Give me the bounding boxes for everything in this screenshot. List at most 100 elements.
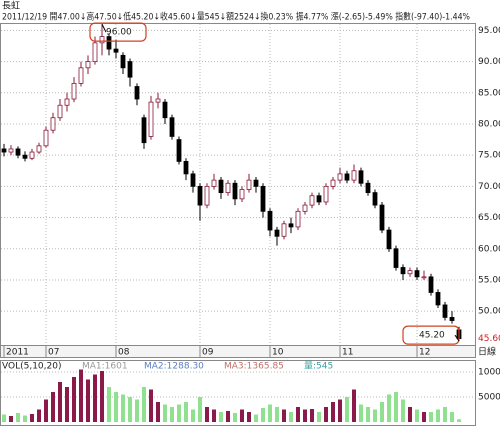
candle-body <box>78 67 84 84</box>
annotation-box <box>89 22 147 42</box>
volume-bar <box>247 412 251 422</box>
candle-body <box>148 101 154 137</box>
volume-bar <box>422 412 426 422</box>
volume-bar <box>58 382 62 422</box>
y-tick-label: 70.00 <box>478 182 500 192</box>
volume-bar <box>30 414 34 422</box>
candle-body <box>281 223 287 237</box>
volume-bar <box>23 415 27 422</box>
candle-body <box>260 185 266 212</box>
date-axis <box>0 345 476 358</box>
volume-bar <box>114 392 118 422</box>
candle-body <box>71 83 77 100</box>
volume-bar <box>219 412 223 422</box>
volume-bar <box>443 407 447 422</box>
candle-body <box>435 292 441 306</box>
candle-body <box>386 229 392 250</box>
candle-body <box>309 195 315 206</box>
volume-bar <box>135 399 139 422</box>
candle-body <box>36 145 42 153</box>
candle-body <box>29 151 35 159</box>
volume-bar <box>408 407 412 422</box>
annotation-label: 45.20 <box>419 331 445 341</box>
x-tick-label: 12 <box>419 348 430 358</box>
volume-bar <box>373 409 377 422</box>
volume-bar <box>121 394 125 422</box>
volume-bar <box>198 397 202 422</box>
y-tick-label: 85.00 <box>478 88 500 98</box>
candle-body <box>239 189 245 200</box>
volume-bar <box>149 389 153 422</box>
annotation-box <box>402 325 460 345</box>
x-tick-label: 09 <box>202 348 214 358</box>
period-label: 日線 <box>478 346 496 358</box>
candle-body <box>414 270 420 278</box>
candle-body <box>449 317 455 321</box>
candle-body <box>428 276 434 293</box>
candle-body <box>92 42 98 62</box>
candle-body <box>211 179 217 187</box>
volume-bar <box>142 387 146 422</box>
volume-bar <box>254 414 258 422</box>
candle-body <box>57 104 63 119</box>
y-tick-label: 80.00 <box>478 119 500 129</box>
y-tick-label: 75.00 <box>478 151 500 161</box>
volume-legend: MA3:1365.85 <box>224 362 284 372</box>
volume-bar <box>37 409 41 422</box>
candle-body <box>372 192 378 206</box>
annotation-label: 96.00 <box>106 28 132 38</box>
volume-bar <box>331 402 335 422</box>
candle-body <box>421 276 427 279</box>
candle-body <box>113 48 119 53</box>
volume-bar <box>240 409 244 422</box>
volume-bar <box>163 404 167 422</box>
volume-bar <box>380 402 384 422</box>
volume-bar <box>107 387 111 422</box>
candle-body <box>407 270 413 275</box>
candle-body <box>232 182 238 200</box>
volume-bar <box>359 404 363 422</box>
volume-bar <box>275 407 279 422</box>
volume-bar <box>324 407 328 422</box>
volume-bar <box>436 409 440 422</box>
volume-legend: 量:545 <box>304 361 333 372</box>
volume-bar <box>289 412 293 422</box>
volume-bar <box>345 397 349 422</box>
volume-bar <box>65 387 69 422</box>
volume-legend: MA2:1288.30 <box>144 362 204 372</box>
volume-bar <box>296 407 300 422</box>
candle-body <box>302 204 308 212</box>
volume-bar <box>86 379 90 422</box>
candle-body <box>330 179 336 187</box>
candle-body <box>337 173 343 181</box>
volume-bar <box>401 399 405 422</box>
volume-bar <box>303 409 307 422</box>
candle-body <box>197 185 203 206</box>
candle-body <box>22 154 28 159</box>
candle-body <box>204 185 210 206</box>
candle-body <box>442 304 448 318</box>
price-frame <box>0 23 476 346</box>
candle-body <box>106 36 112 50</box>
volume-bar <box>184 402 188 422</box>
candle-body <box>99 36 105 44</box>
candle-body <box>253 179 259 187</box>
volume-bar <box>2 414 6 422</box>
x-tick-label: 08 <box>118 348 130 358</box>
volume-bar <box>156 402 160 422</box>
y-tick-label: 60.00 <box>478 244 500 254</box>
candle-body <box>162 101 168 119</box>
volume-bar <box>268 404 272 422</box>
candle-body <box>295 210 301 228</box>
volume-bar <box>16 413 20 422</box>
volume-bar <box>212 409 216 422</box>
candle-body <box>134 86 140 100</box>
candle-body <box>50 117 56 131</box>
volume-bar <box>44 399 48 422</box>
candle-body <box>225 182 231 194</box>
volume-bar <box>450 412 454 422</box>
volume-bar <box>205 407 209 422</box>
annotation-pointer <box>454 334 460 342</box>
volume-bar <box>51 392 55 422</box>
candle-body <box>246 179 252 190</box>
